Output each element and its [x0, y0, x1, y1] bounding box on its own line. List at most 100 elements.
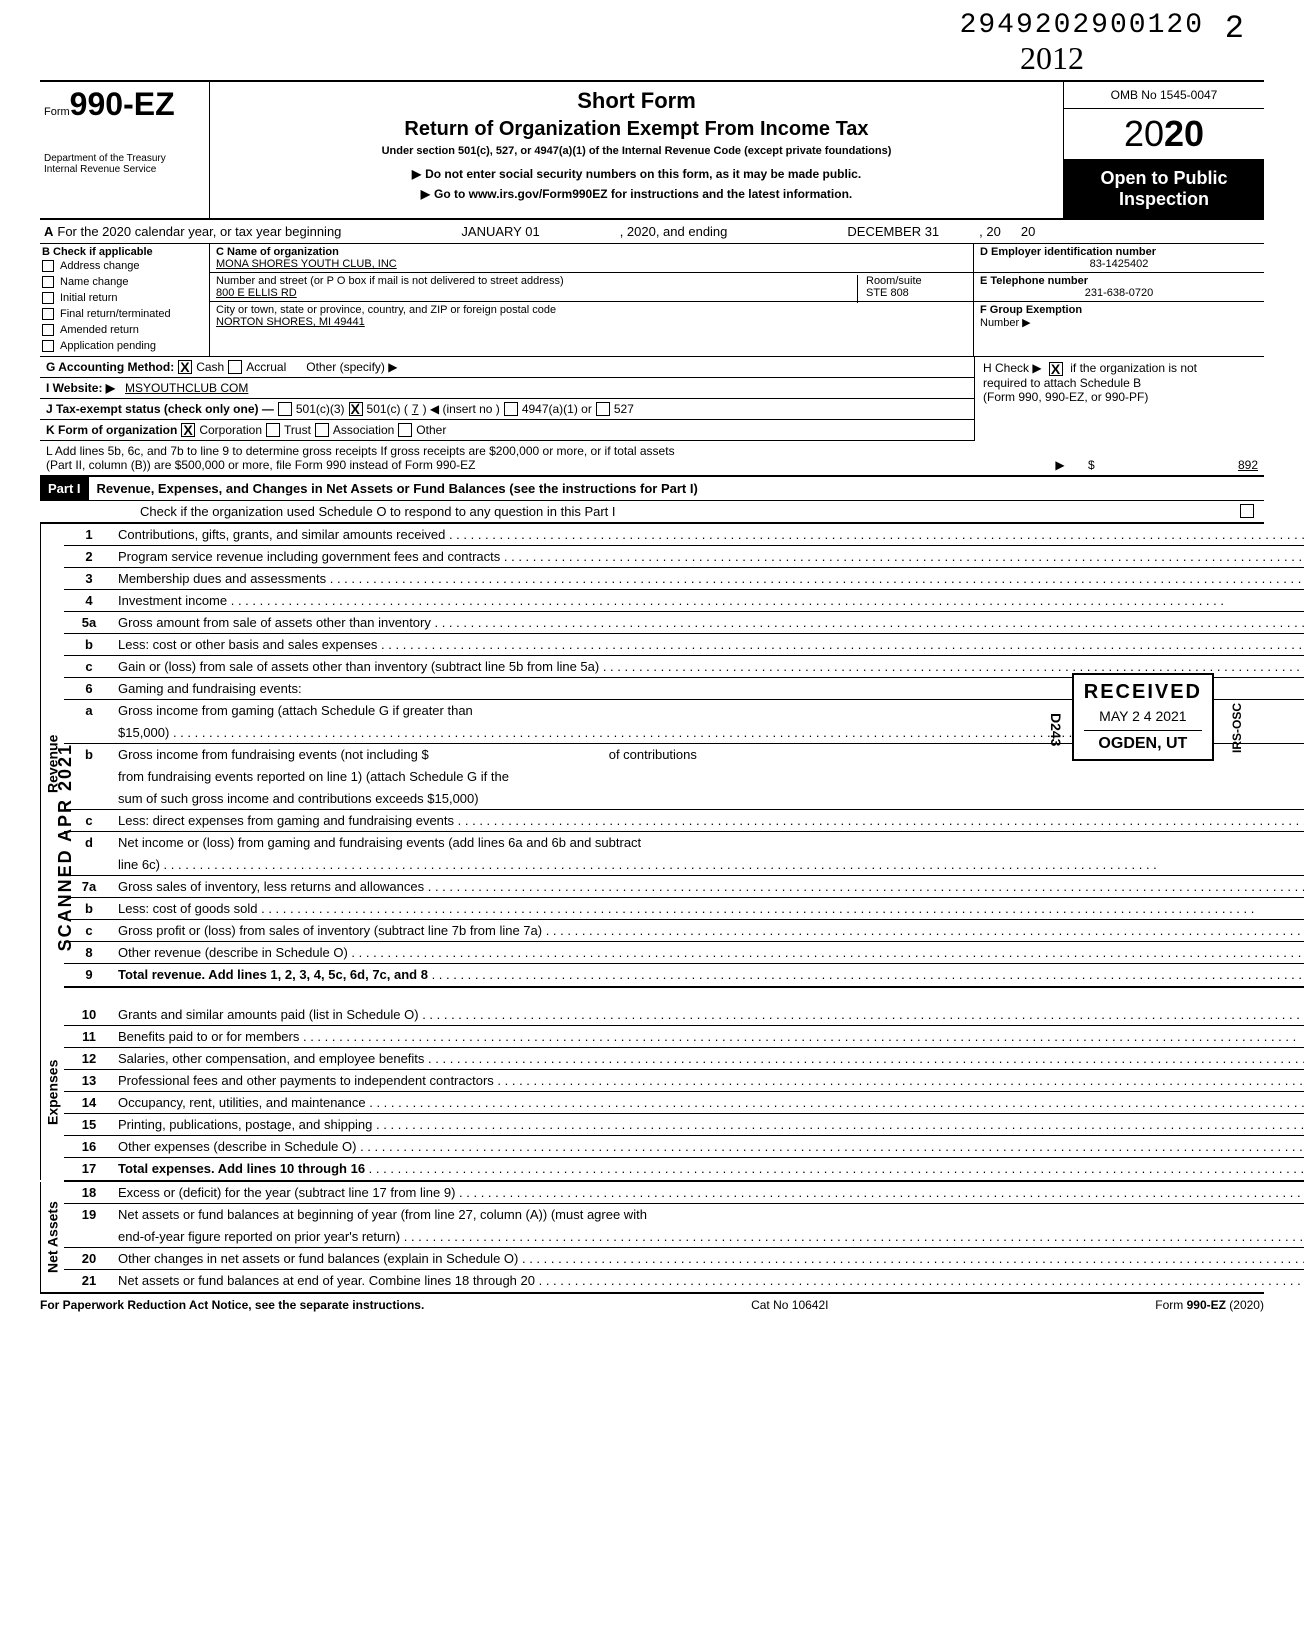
row-h: H Check ▶ if the organization is not req…	[974, 357, 1264, 441]
col-b: B Check if applicable Address change Nam…	[40, 244, 210, 356]
label-a: A	[44, 224, 53, 239]
warning-text: Do not enter social security numbers on …	[425, 167, 861, 181]
h-text4: (Form 990, 990-EZ, or 990-PF)	[983, 390, 1256, 404]
arrow-icon	[412, 167, 425, 181]
row-a-text3: , 20	[979, 224, 1001, 239]
l-arrow: ▶	[1055, 458, 1064, 472]
street: 800 E ELLIS RD	[216, 287, 967, 299]
part1-title: Revenue, Expenses, and Changes in Net As…	[89, 477, 706, 500]
short-form-label: Short Form	[216, 88, 1057, 114]
f-label: F Group Exemption	[980, 304, 1258, 316]
part1-check-row: Check if the organization used Schedule …	[40, 501, 1264, 523]
footer-center: Cat No 10642I	[751, 1298, 828, 1312]
l4-num: 4	[64, 590, 114, 611]
expenses-table: Expenses 10Grants and similar amounts pa…	[40, 1004, 1264, 1182]
checkbox-other[interactable]	[398, 423, 412, 437]
omb-number: OMB No 1545-0047	[1064, 82, 1264, 109]
l19-num: 19	[64, 1204, 114, 1226]
k-assoc: Association	[333, 423, 394, 437]
l9-num: 9	[64, 964, 114, 986]
form-header-center: Short Form Return of Organization Exempt…	[210, 82, 1064, 218]
l-text2: (Part II, column (B)) are $500,000 or mo…	[46, 458, 476, 472]
j-label: J Tax-exempt status (check only one) —	[46, 402, 274, 416]
row-j: J Tax-exempt status (check only one) — 5…	[40, 399, 974, 420]
l20-num: 20	[64, 1248, 114, 1269]
part1-check-text: Check if the organization used Schedule …	[140, 504, 616, 519]
l20-desc: Other changes in net assets or fund bala…	[118, 1251, 518, 1266]
g-label: G Accounting Method:	[46, 360, 174, 374]
irs-osc-stamp: IRS-OSC	[1230, 703, 1244, 753]
checkbox-527[interactable]	[596, 402, 610, 416]
l5c-desc: Gain or (loss) from sale of assets other…	[118, 659, 599, 674]
received-line1: RECEIVED	[1084, 681, 1202, 704]
handwritten-year: 2012	[1020, 40, 1084, 77]
end-year: 20	[1021, 224, 1035, 239]
checkbox-amended[interactable]	[42, 324, 54, 336]
footer: For Paperwork Reduction Act Notice, see …	[40, 1294, 1264, 1316]
i-label: I Website: ▶	[46, 381, 115, 395]
l1-desc: Contributions, gifts, grants, and simila…	[118, 527, 445, 542]
checkbox-cash[interactable]	[178, 360, 192, 374]
l6a-num-blank	[64, 722, 114, 743]
city: NORTON SHORES, MI 49441	[216, 316, 967, 328]
checkbox-schedule-o[interactable]	[1240, 504, 1254, 518]
row-a-text1: For the 2020 calendar year, or tax year …	[57, 224, 341, 239]
part1-header-row: Part I Revenue, Expenses, and Changes in…	[40, 477, 1264, 501]
l7c-desc: Gross profit or (loss) from sales of inv…	[118, 923, 542, 938]
l17-desc: Total expenses. Add lines 10 through 16	[118, 1161, 365, 1176]
checkbox-name-change[interactable]	[42, 276, 54, 288]
l13-desc: Professional fees and other payments to …	[118, 1073, 494, 1088]
checkbox-assoc[interactable]	[315, 423, 329, 437]
checkbox-h[interactable]	[1049, 362, 1063, 376]
l3-desc: Membership dues and assessments	[118, 571, 326, 586]
subtitle: Under section 501(c), 527, or 4947(a)(1)…	[216, 145, 1057, 157]
main-table: Revenue 1Contributions, gifts, grants, a…	[40, 523, 1264, 1004]
l6a-num: a	[64, 700, 114, 722]
top-stamp-region: 2949202900120 2 2012	[40, 20, 1264, 80]
footer-left: For Paperwork Reduction Act Notice, see …	[40, 1298, 424, 1312]
l5c-num: c	[64, 656, 114, 677]
form-prefix: Form	[44, 106, 70, 118]
j-opt2-num: 7	[412, 402, 419, 416]
f-label2: Number ▶	[980, 316, 1258, 329]
l19-desc1: Net assets or fund balances at beginning…	[114, 1204, 1304, 1226]
checkbox-pending[interactable]	[42, 340, 54, 352]
goto-text: Go to www.irs.gov/Form990EZ for instruct…	[434, 187, 852, 201]
l6b-desc3: from fundraising events reported on line…	[114, 766, 1304, 788]
k-other: Other	[416, 423, 446, 437]
row-g: G Accounting Method: Cash Accrual Other …	[40, 357, 974, 378]
checkbox-trust[interactable]	[266, 423, 280, 437]
c-name-label: C Name of organization	[216, 246, 967, 258]
k-trust: Trust	[284, 423, 311, 437]
l14-desc: Occupancy, rent, utilities, and maintena…	[118, 1095, 366, 1110]
l4-desc: Investment income	[118, 593, 227, 608]
c-city-label: City or town, state or province, country…	[216, 304, 967, 316]
checkbox-501c[interactable]: ✓	[349, 402, 363, 416]
year-prefix: 20	[1124, 113, 1164, 154]
checkbox-corp[interactable]	[181, 423, 195, 437]
l11-num: 11	[64, 1026, 114, 1047]
j-opt2-suffix: ) ◀ (insert no )	[423, 402, 500, 416]
checkbox-4947[interactable]	[504, 402, 518, 416]
phone: 231-638-0720	[980, 287, 1258, 299]
checkbox-final-return[interactable]	[42, 308, 54, 320]
org-name: MONA SHORES YOUTH CLUB, INC	[216, 258, 967, 270]
checkbox-initial-return[interactable]	[42, 292, 54, 304]
l2-desc: Program service revenue including govern…	[118, 549, 500, 564]
form-number: 990-EZ	[70, 86, 175, 123]
row-i: I Website: ▶ MSYOUTHCLUB COM	[40, 378, 974, 399]
b-item-3: Final return/terminated	[60, 308, 171, 320]
l18-desc: Excess or (deficit) for the year (subtra…	[118, 1185, 455, 1200]
l6b-desc1: Gross income from fundraising events (no…	[118, 747, 429, 762]
form-header: Form 990-EZ Department of the Treasury I…	[40, 80, 1264, 220]
g-accrual: Accrual	[246, 360, 286, 374]
form-header-left: Form 990-EZ Department of the Treasury I…	[40, 82, 210, 218]
room-value: STE 808	[866, 287, 967, 299]
checkbox-address-change[interactable]	[42, 260, 54, 272]
checkbox-501c3[interactable]	[278, 402, 292, 416]
received-stamp: RECEIVED MAY 2 4 2021 OGDEN, UT	[1072, 673, 1214, 761]
dept-treasury-2: Internal Revenue Service	[44, 164, 205, 175]
b-item-5: Application pending	[60, 340, 156, 352]
d-label: D Employer identification number	[980, 246, 1258, 258]
checkbox-accrual[interactable]	[228, 360, 242, 374]
